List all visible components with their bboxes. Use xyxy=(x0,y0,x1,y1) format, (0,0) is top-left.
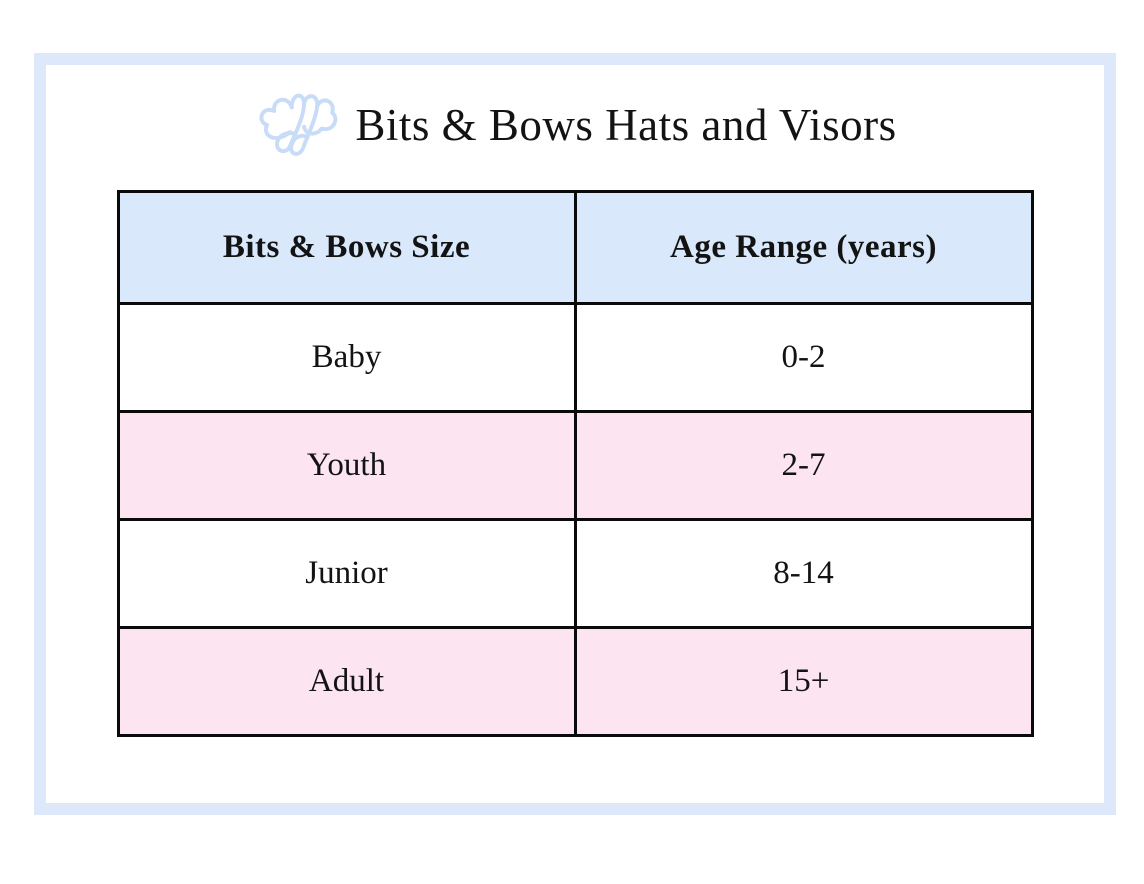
table-header-row: Bits & Bows Size Age Range (years) xyxy=(116,190,1034,305)
age-range-cell: 0-2 xyxy=(573,302,1034,413)
page-header: Bits & Bows Hats and Visors xyxy=(46,79,1104,171)
age-range-cell: 2-7 xyxy=(573,410,1034,521)
age-range-cell: 15+ xyxy=(573,626,1034,737)
size-cell: Junior xyxy=(116,518,577,629)
column-header-age-range: Age Range (years) xyxy=(573,190,1034,305)
age-range-cell: 8-14 xyxy=(573,518,1034,629)
size-chart-table: Bits & Bows Size Age Range (years) Baby … xyxy=(116,190,1034,737)
page-frame: Bits & Bows Hats and Visors Bits & Bows … xyxy=(34,53,1116,815)
size-cell: Adult xyxy=(116,626,577,737)
size-cell: Youth xyxy=(116,410,577,521)
size-cell: Baby xyxy=(116,302,577,413)
page-title: Bits & Bows Hats and Visors xyxy=(355,100,897,150)
column-header-size: Bits & Bows Size xyxy=(116,190,577,305)
table-row: Youth 2-7 xyxy=(116,410,1034,521)
table-row: Adult 15+ xyxy=(116,626,1034,737)
bits-and-bows-monogram-icon xyxy=(253,81,341,169)
table-row: Baby 0-2 xyxy=(116,302,1034,413)
table-row: Junior 8-14 xyxy=(116,518,1034,629)
